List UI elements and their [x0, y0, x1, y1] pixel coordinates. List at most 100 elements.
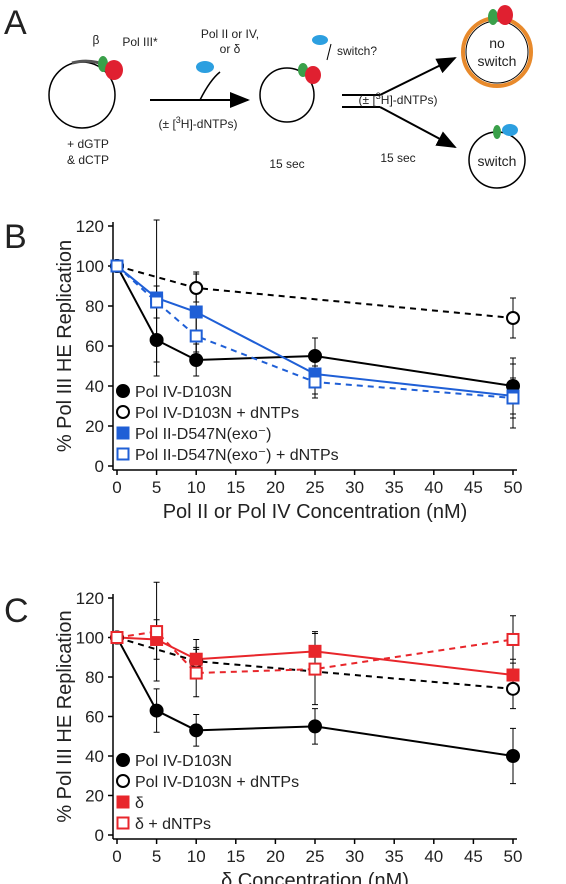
x-axis-label: Pol II or Pol IV Concentration (nM) — [163, 501, 468, 523]
x-tick-label: 25 — [306, 478, 325, 497]
arrow — [379, 57, 457, 96]
marker — [308, 662, 322, 676]
legend-marker — [116, 774, 130, 788]
x-tick-label: 35 — [385, 847, 404, 866]
legend-marker — [116, 426, 130, 440]
y-tick-label: 60 — [85, 337, 104, 356]
label: (± [3H]-dNTPs) — [359, 91, 438, 107]
dna-circle — [461, 16, 533, 88]
pol3 — [305, 66, 321, 84]
dna-circle — [465, 20, 529, 84]
y-axis-label: % Pol III HE Replication — [54, 610, 76, 822]
x-tick-label: 0 — [112, 847, 121, 866]
x-tick-label: 50 — [504, 478, 523, 497]
pol3 — [105, 60, 123, 80]
marker — [506, 668, 520, 682]
marker — [308, 719, 322, 734]
label: 15 sec — [269, 157, 304, 171]
legend-marker — [116, 795, 130, 809]
legend-marker — [116, 816, 130, 830]
marker — [308, 644, 322, 658]
x-tick-label: 10 — [187, 847, 206, 866]
y-tick-label: 100 — [76, 629, 104, 648]
pol3 — [497, 5, 513, 25]
label: Pol II or IV, — [201, 27, 259, 41]
marker — [189, 305, 203, 319]
arrow — [326, 43, 332, 61]
beta-clamp — [493, 125, 501, 139]
label: 15 sec — [380, 151, 415, 165]
legend-label: Pol IV-D103N — [135, 753, 232, 770]
y-tick-label: 40 — [85, 747, 104, 766]
y-tick-label: 0 — [95, 826, 104, 845]
marker — [308, 375, 322, 389]
x-tick-label: 15 — [226, 478, 245, 497]
label: + dGTP — [67, 137, 109, 151]
y-tick-label: 0 — [95, 457, 104, 476]
label: no — [489, 35, 505, 51]
panel-label: B — [4, 218, 27, 256]
x-tick-label: 40 — [424, 847, 443, 866]
x-tick-label: 10 — [187, 478, 206, 497]
legend-label: Pol II-D547N(exo⁻) + dNTPs — [135, 447, 339, 464]
y-tick-label: 100 — [76, 257, 104, 276]
x-tick-label: 45 — [464, 478, 483, 497]
legend-label: Pol IV-D103N — [135, 384, 232, 401]
series-line — [116, 265, 514, 319]
label: (± [3H]-dNTPs) — [159, 115, 238, 131]
legend-label: Pol IV-D103N + dNTPs — [135, 774, 299, 791]
dna-circle — [48, 61, 116, 129]
x-tick-label: 35 — [385, 478, 404, 497]
legend-marker — [116, 753, 130, 767]
marker — [149, 703, 164, 718]
pol-added — [196, 61, 214, 73]
marker — [506, 681, 520, 696]
marker — [110, 259, 124, 273]
legend-marker — [116, 447, 130, 461]
marker — [189, 329, 203, 343]
marker — [506, 749, 520, 763]
legend-marker — [116, 384, 130, 398]
x-tick-label: 20 — [266, 478, 285, 497]
x-tick-label: 5 — [152, 478, 161, 497]
y-tick-label: 20 — [85, 787, 104, 806]
legend-label: Pol IV-D103N + dNTPs — [135, 405, 299, 422]
pol-added — [312, 35, 328, 45]
y-tick-label: 20 — [85, 417, 104, 436]
marker — [150, 295, 164, 309]
legend-label: δ + dNTPs — [135, 816, 211, 833]
marker — [506, 391, 520, 405]
y-tick-label: 120 — [76, 217, 104, 236]
x-tick-label: 15 — [226, 847, 245, 866]
y-tick-label: 40 — [85, 377, 104, 396]
marker — [150, 625, 164, 639]
x-tick-label: 0 — [112, 478, 121, 497]
x-tick-label: 50 — [504, 847, 523, 866]
x-tick-label: 25 — [306, 847, 325, 866]
y-axis-label: % Pol III HE Replication — [54, 240, 76, 452]
marker — [308, 349, 322, 363]
legend-label: δ — [135, 795, 144, 812]
x-tick-label: 45 — [464, 847, 483, 866]
pol-added — [502, 124, 518, 136]
label: switch? — [337, 44, 377, 58]
arrow — [379, 106, 457, 148]
marker — [189, 652, 203, 666]
legend-label: Pol II-D547N(exo⁻) — [135, 426, 272, 443]
marker — [189, 353, 204, 367]
marker — [110, 631, 124, 644]
label: switch — [478, 153, 517, 169]
marker — [189, 666, 203, 680]
marker — [506, 311, 520, 325]
y-tick-label: 80 — [85, 297, 104, 316]
beta-clamp — [488, 9, 498, 25]
x-tick-label: 30 — [345, 478, 364, 497]
x-tick-label: 30 — [345, 847, 364, 866]
label: β — [93, 33, 100, 47]
series-line — [116, 265, 514, 399]
y-tick-label: 80 — [85, 668, 104, 687]
label: or δ — [220, 42, 241, 56]
y-tick-label: 120 — [76, 589, 104, 608]
x-tick-label: 20 — [266, 847, 285, 866]
